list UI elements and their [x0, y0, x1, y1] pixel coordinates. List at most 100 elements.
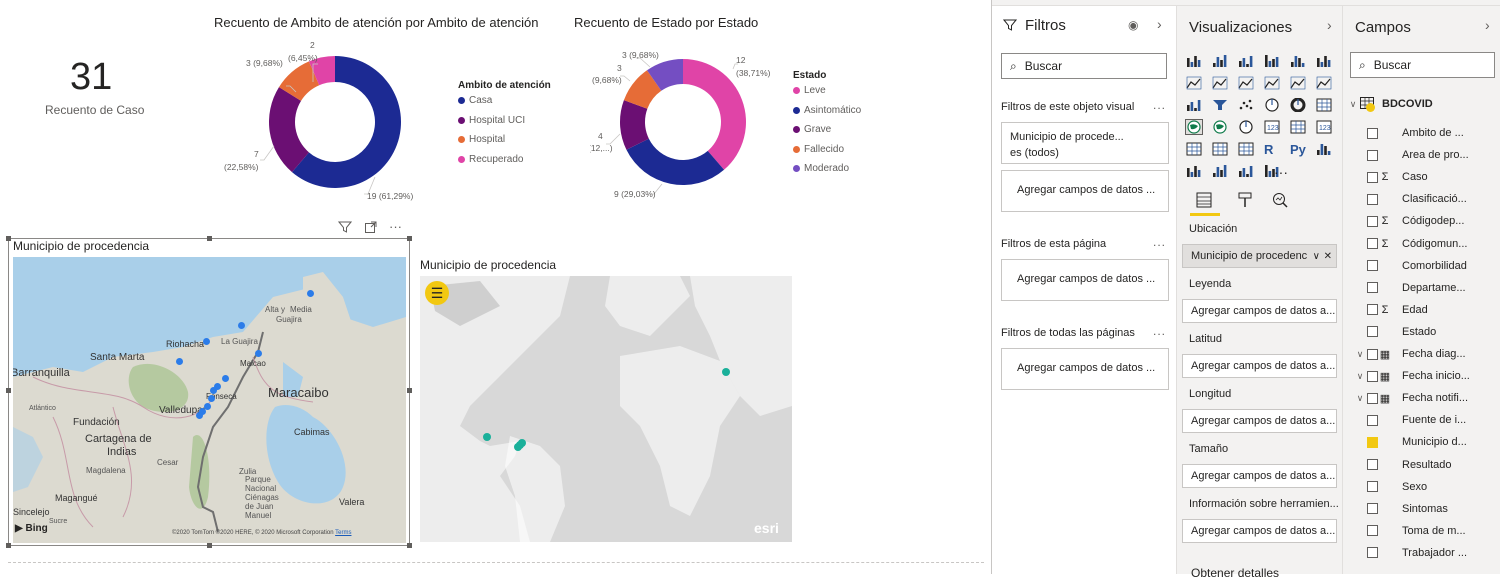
- donut1-slice-hospital-uci[interactable]: [269, 87, 309, 173]
- resize-handle[interactable]: [6, 388, 11, 393]
- table-node[interactable]: ∨ BDCOVID: [1346, 94, 1491, 114]
- line-column-icon[interactable]: [1264, 76, 1280, 90]
- donut2-slice-asintomático[interactable]: [626, 138, 725, 185]
- map-bubble[interactable]: [204, 403, 211, 410]
- funnel-icon[interactable]: [1212, 98, 1228, 112]
- municipio-filter-card[interactable]: Municipio de procede... es (todos): [1001, 122, 1169, 164]
- chevron-down-icon[interactable]: ∨: [1312, 250, 1320, 262]
- resize-handle[interactable]: [407, 388, 412, 393]
- analytics-magnifier-icon[interactable]: [1271, 191, 1289, 209]
- collapse-viz-chevron-icon[interactable]: ›: [1327, 17, 1332, 33]
- field-item[interactable]: Trabajador ...: [1353, 543, 1498, 563]
- line-chart-icon[interactable]: [1186, 76, 1202, 90]
- matrix-icon[interactable]: [1238, 142, 1254, 156]
- legend-item[interactable]: Casa: [458, 95, 492, 106]
- field-checkbox[interactable]: [1367, 525, 1378, 537]
- kpi-icon[interactable]: 123: [1316, 120, 1332, 134]
- treemap-icon[interactable]: [1316, 98, 1332, 112]
- field-checkbox[interactable]: [1367, 414, 1378, 426]
- donut2-slice-grave[interactable]: [620, 100, 649, 150]
- line-clustered-icon[interactable]: [1290, 76, 1306, 90]
- donut2-chart[interactable]: 3 (9,68%) 3 (9,68%) 4 (12,...) 9 (29,03%…: [590, 34, 790, 214]
- field-checkbox[interactable]: [1367, 392, 1378, 404]
- format-paint-roller-icon[interactable]: [1236, 191, 1254, 209]
- donut2-slice-moderado[interactable]: [647, 59, 683, 91]
- filled-map-icon[interactable]: [1212, 120, 1228, 134]
- remove-field-icon[interactable]: ✕: [1323, 250, 1332, 262]
- more-options-icon[interactable]: ···: [389, 219, 402, 234]
- field-checkbox[interactable]: [1367, 326, 1378, 338]
- field-checkbox[interactable]: [1367, 215, 1378, 227]
- 100-column-icon[interactable]: [1316, 54, 1332, 68]
- map2-canvas[interactable]: ☰ esri: [420, 276, 792, 542]
- field-item[interactable]: Σ Códigodep...: [1353, 211, 1498, 231]
- field-item[interactable]: Resultado: [1353, 455, 1498, 475]
- field-checkbox[interactable]: [1367, 348, 1378, 360]
- key-influencers-icon[interactable]: [1316, 142, 1332, 156]
- resize-handle[interactable]: [207, 543, 212, 548]
- legend-item[interactable]: Asintomático: [793, 105, 861, 116]
- fields-search-input[interactable]: ⌕ Buscar: [1350, 52, 1495, 78]
- ribbon-chart-icon[interactable]: [1316, 76, 1332, 90]
- stacked-bar-icon[interactable]: [1186, 54, 1202, 68]
- donut1-chart[interactable]: 2 (6,45%) 3 (9,68%) 7 (22,58%) 19 (61,29…: [200, 34, 460, 214]
- field-checkbox[interactable]: [1367, 127, 1378, 139]
- map-bubble[interactable]: [483, 433, 491, 441]
- field-checkbox[interactable]: [1367, 282, 1378, 294]
- map-bubble[interactable]: [214, 383, 221, 390]
- legend-item[interactable]: Hospital: [458, 134, 505, 145]
- field-well[interactable]: Agregar campos de datos a...: [1182, 354, 1337, 378]
- filters-search-input[interactable]: ⌕ Buscar: [1001, 53, 1167, 79]
- decomposition-tree-icon[interactable]: [1186, 164, 1202, 178]
- qa-icon[interactable]: [1212, 164, 1228, 178]
- donut2-slice-leve[interactable]: [683, 59, 746, 170]
- map-bubble[interactable]: [514, 443, 522, 451]
- field-checkbox[interactable]: [1367, 370, 1378, 382]
- collapse-fields-chevron-icon[interactable]: ›: [1485, 17, 1490, 33]
- filter-icon[interactable]: [337, 220, 353, 234]
- field-item[interactable]: Σ Códigomun...: [1353, 234, 1498, 254]
- page-filters-more-icon[interactable]: ...: [1153, 235, 1167, 249]
- map-bubble[interactable]: [222, 375, 229, 382]
- map-icon[interactable]: [1185, 119, 1203, 135]
- resize-handle[interactable]: [407, 236, 412, 241]
- field-checkbox[interactable]: [1367, 304, 1378, 316]
- terms-link[interactable]: Terms: [335, 530, 352, 536]
- multirow-card-icon[interactable]: [1290, 120, 1306, 134]
- gauge-icon[interactable]: [1238, 120, 1254, 134]
- field-well[interactable]: Agregar campos de datos a...: [1182, 519, 1337, 543]
- field-checkbox[interactable]: [1367, 436, 1378, 448]
- field-checkbox[interactable]: [1367, 547, 1378, 559]
- python-visual-icon[interactable]: Py: [1290, 142, 1306, 157]
- field-checkbox[interactable]: [1367, 171, 1378, 183]
- field-item[interactable]: Municipio d...: [1353, 432, 1498, 452]
- collapse-filters-chevron-icon[interactable]: ›: [1157, 16, 1162, 32]
- fields-tab-icon[interactable]: [1195, 191, 1213, 209]
- field-checkbox[interactable]: [1367, 503, 1378, 515]
- more-visuals-icon[interactable]: ···: [1274, 164, 1288, 180]
- field-item[interactable]: Sintomas: [1353, 499, 1498, 519]
- legend-item[interactable]: Leve: [793, 85, 826, 96]
- map-bubble[interactable]: [518, 439, 526, 447]
- legend-item[interactable]: Hospital UCI: [458, 115, 525, 126]
- field-item[interactable]: Σ Caso: [1353, 167, 1498, 187]
- map-bubble[interactable]: [199, 408, 206, 415]
- field-checkbox[interactable]: [1367, 459, 1378, 470]
- map-bubble[interactable]: [203, 338, 210, 345]
- field-item[interactable]: Ambito de ...: [1353, 123, 1498, 143]
- waterfall-icon[interactable]: [1186, 98, 1202, 112]
- donut1-slice-recuperado[interactable]: [308, 56, 335, 86]
- map-bubble[interactable]: [307, 290, 314, 297]
- focus-mode-icon[interactable]: [364, 220, 378, 234]
- pie-icon[interactable]: [1264, 98, 1280, 112]
- field-item[interactable]: ∨ ▦ Fecha inicio...: [1353, 366, 1498, 386]
- add-all-pages-filter-well[interactable]: Agregar campos de datos ...: [1001, 348, 1169, 390]
- visual-filters-more-icon[interactable]: ...: [1153, 98, 1167, 112]
- map-bubble[interactable]: [238, 322, 245, 329]
- field-item[interactable]: Departame...: [1353, 278, 1498, 298]
- field-checkbox[interactable]: [1367, 238, 1378, 249]
- field-item[interactable]: Estado: [1353, 322, 1498, 342]
- map-bubble[interactable]: [722, 368, 730, 376]
- field-item[interactable]: Area de pro...: [1353, 145, 1498, 165]
- field-item[interactable]: Sexo: [1353, 477, 1498, 497]
